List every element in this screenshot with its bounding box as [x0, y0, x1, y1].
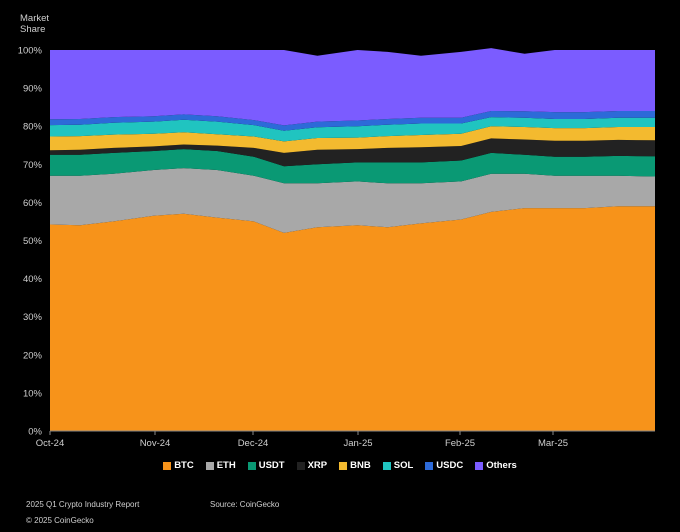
legend-swatch [247, 461, 256, 470]
y-axis: 0% 10% 20% 30% 40% 50% 60% 70% 80% 90% 100% [18, 46, 43, 438]
x-tick-label: Feb-25 [445, 438, 475, 449]
y-tick-label: 100% [18, 46, 43, 57]
footer-source: Source: CoinGecko [210, 500, 280, 509]
y-tick-label: 70% [23, 160, 43, 171]
y-tick-label: 40% [23, 274, 43, 285]
area-btc [50, 206, 655, 431]
legend-swatch [475, 461, 484, 470]
area-usdc [50, 111, 655, 131]
legend-item-usdc: USDC [425, 460, 463, 471]
footer-report: 2025 Q1 Crypto Industry Report [26, 500, 140, 509]
area-bnb [50, 126, 655, 153]
y-tick-label: 10% [23, 388, 43, 399]
legend-item-xrp: XRP [296, 460, 328, 471]
legend-label: BNB [350, 460, 371, 471]
y-tick-label: 60% [23, 198, 43, 209]
legend-item-btc: BTC [163, 460, 194, 471]
y-tick-label: 50% [23, 236, 43, 247]
legend-item-usdt: USDT [247, 460, 285, 471]
y-tick-label: 80% [23, 122, 43, 133]
legend-item-bnb: BNB [339, 460, 371, 471]
x-tick-label: Nov-24 [140, 438, 171, 449]
x-tick-label: Dec-24 [238, 438, 269, 449]
legend-swatch [205, 461, 214, 470]
y-tick-label: 90% [23, 84, 43, 95]
legend-swatch [425, 461, 434, 470]
footer-copyright: © 2025 CoinGecko [26, 516, 94, 525]
area-usdt [50, 149, 655, 184]
y-axis-title-line: Market [20, 13, 50, 24]
legend-swatch [382, 461, 391, 470]
legend-label: XRP [307, 460, 328, 471]
legend-label: USDC [436, 460, 464, 471]
y-tick-label: 0% [28, 427, 42, 438]
legend: BTC ETH USDT XRP BNB SOL USDC Others [0, 460, 680, 471]
legend-label: ETH [216, 460, 236, 471]
x-tick-label: Mar-25 [538, 438, 568, 449]
legend-item-eth: ETH [205, 460, 236, 471]
area-xrp [50, 138, 655, 167]
y-axis-title-line: Share [20, 24, 46, 35]
legend-label: Others [486, 460, 517, 471]
area-sol [50, 117, 655, 142]
x-axis: Oct-24 Nov-24 Dec-24 Jan-25 Feb-25 Mar-25 [36, 430, 655, 449]
legend-label: BTC [174, 460, 194, 471]
area-others [50, 48, 655, 126]
y-tick-label: 20% [23, 350, 43, 361]
x-tick-label: Oct-24 [36, 438, 65, 449]
y-axis-title: Market Share [20, 13, 49, 35]
area-eth [50, 168, 655, 233]
chart-areas [50, 48, 655, 431]
x-tick-label: Jan-25 [343, 438, 372, 449]
y-tick-label: 30% [23, 312, 43, 323]
legend-label: USDT [258, 460, 285, 471]
legend-swatch [163, 461, 172, 470]
legend-swatch [339, 461, 348, 470]
legend-label: SOL [393, 460, 414, 471]
legend-item-others: Others [475, 460, 517, 471]
legend-item-sol: SOL [382, 460, 414, 471]
legend-swatch [296, 461, 305, 470]
